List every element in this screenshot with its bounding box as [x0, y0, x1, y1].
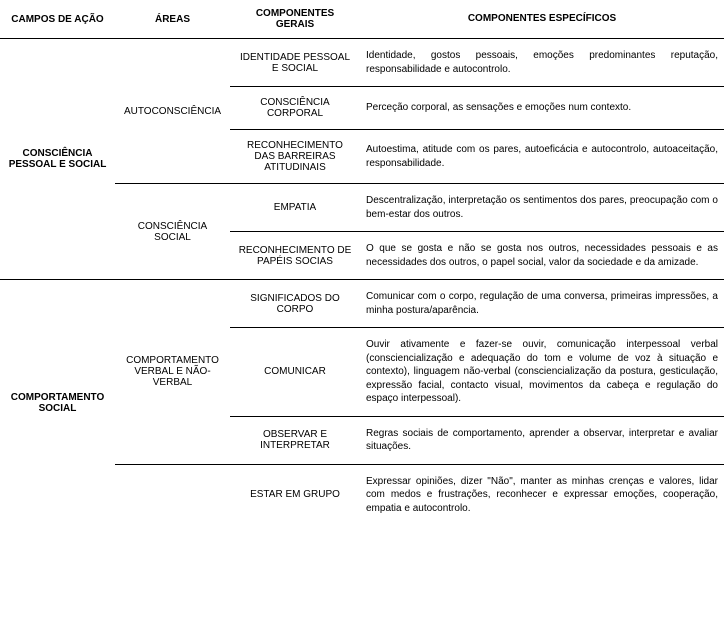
ce-cell-1: Identidade, gostos pessoais, emoções pre…	[360, 39, 724, 87]
cg-label-2: CONSCIÊNCIA CORPORAL	[234, 93, 356, 123]
area-cell-1: AUTOCONSCIÊNCIA	[115, 39, 230, 184]
area-cell-3: COMPORTAMENTO VERBAL E NÃO-VERBAL	[115, 280, 230, 465]
header-areas: ÁREAS	[115, 0, 230, 39]
header-campo: CAMPOS DE AÇÃO	[0, 0, 115, 39]
campo-cell-2: COMPORTAMENTO SOCIAL	[0, 280, 115, 526]
ce-cell-5: O que se gosta e não se gosta nos outros…	[360, 232, 724, 280]
cg-label-4: EMPATIA	[234, 198, 356, 217]
cg-cell-6: SIGNIFICADOS DO CORPO	[230, 280, 360, 328]
cg-cell-5: RECONHECIMENTO DE PAPÉIS SOCIAS	[230, 232, 360, 280]
area-label-3: COMPORTAMENTO VERBAL E NÃO-VERBAL	[119, 351, 226, 392]
cg-label-5: RECONHECIMENTO DE PAPÉIS SOCIAS	[234, 241, 356, 271]
cg-cell-2: CONSCIÊNCIA CORPORAL	[230, 87, 360, 130]
cg-cell-8: OBSERVAR E INTERPRETAR	[230, 416, 360, 464]
ce-text-6: Comunicar com o corpo, regulação de uma …	[364, 286, 720, 321]
area-cell-4	[115, 464, 230, 525]
cg-cell-1: IDENTIDADE PESSOAL E SOCIAL	[230, 39, 360, 87]
cg-cell-7: COMUNICAR	[230, 328, 360, 417]
table-header-row: CAMPOS DE AÇÃO ÁREAS COMPONENTES GERAIS …	[0, 0, 724, 39]
ce-cell-9: Expressar opiniões, dizer "Não", manter …	[360, 464, 724, 525]
ce-cell-8: Regras sociais de comportamento, aprende…	[360, 416, 724, 464]
cg-label-8: OBSERVAR E INTERPRETAR	[234, 425, 356, 455]
campo-label-2: COMPORTAMENTO SOCIAL	[4, 388, 111, 418]
ce-text-7: Ouvir ativamente e fazer-se ouvir, comun…	[364, 334, 720, 410]
cg-label-6: SIGNIFICADOS DO CORPO	[234, 289, 356, 319]
ce-text-8: Regras sociais de comportamento, aprende…	[364, 423, 720, 458]
campo-label-1: CONSCIÊNCIA PESSOAL E SOCIAL	[4, 144, 111, 174]
ce-cell-3: Autoestima, atitude com os pares, autoef…	[360, 130, 724, 184]
cg-label-9: ESTAR EM GRUPO	[234, 485, 356, 504]
ce-cell-4: Descentralização, interpretação os senti…	[360, 184, 724, 232]
cg-cell-9: ESTAR EM GRUPO	[230, 464, 360, 525]
cg-cell-4: EMPATIA	[230, 184, 360, 232]
cg-cell-3: RECONHECIMENTO DAS BARREIRAS ATITUDINAIS	[230, 130, 360, 184]
ce-text-4: Descentralização, interpretação os senti…	[364, 190, 720, 225]
ce-cell-2: Perceção corporal, as sensações e emoçõe…	[360, 87, 724, 130]
ce-text-9: Expressar opiniões, dizer "Não", manter …	[364, 471, 720, 520]
cg-label-1: IDENTIDADE PESSOAL E SOCIAL	[234, 48, 356, 78]
cg-label-3: RECONHECIMENTO DAS BARREIRAS ATITUDINAIS	[234, 136, 356, 177]
area-label-2: CONSCIÊNCIA SOCIAL	[119, 217, 226, 247]
cg-label-7: COMUNICAR	[234, 362, 356, 381]
ce-cell-7: Ouvir ativamente e fazer-se ouvir, comun…	[360, 328, 724, 417]
competencies-table: CAMPOS DE AÇÃO ÁREAS COMPONENTES GERAIS …	[0, 0, 724, 525]
campo-cell-1: CONSCIÊNCIA PESSOAL E SOCIAL	[0, 39, 115, 280]
table-row: CONSCIÊNCIA PESSOAL E SOCIAL AUTOCONSCIÊ…	[0, 39, 724, 87]
ce-text-2: Perceção corporal, as sensações e emoçõe…	[364, 97, 720, 119]
area-label-1: AUTOCONSCIÊNCIA	[119, 102, 226, 121]
ce-text-1: Identidade, gostos pessoais, emoções pre…	[364, 45, 720, 80]
header-componentes-gerais: COMPONENTES GERAIS	[230, 0, 360, 39]
ce-text-3: Autoestima, atitude com os pares, autoef…	[364, 139, 720, 174]
header-componentes-especificos: COMPONENTES ESPECÍFICOS	[360, 0, 724, 39]
area-cell-2: CONSCIÊNCIA SOCIAL	[115, 184, 230, 280]
ce-cell-6: Comunicar com o corpo, regulação de uma …	[360, 280, 724, 328]
ce-text-5: O que se gosta e não se gosta nos outros…	[364, 238, 720, 273]
table-row: COMPORTAMENTO SOCIAL COMPORTAMENTO VERBA…	[0, 280, 724, 328]
